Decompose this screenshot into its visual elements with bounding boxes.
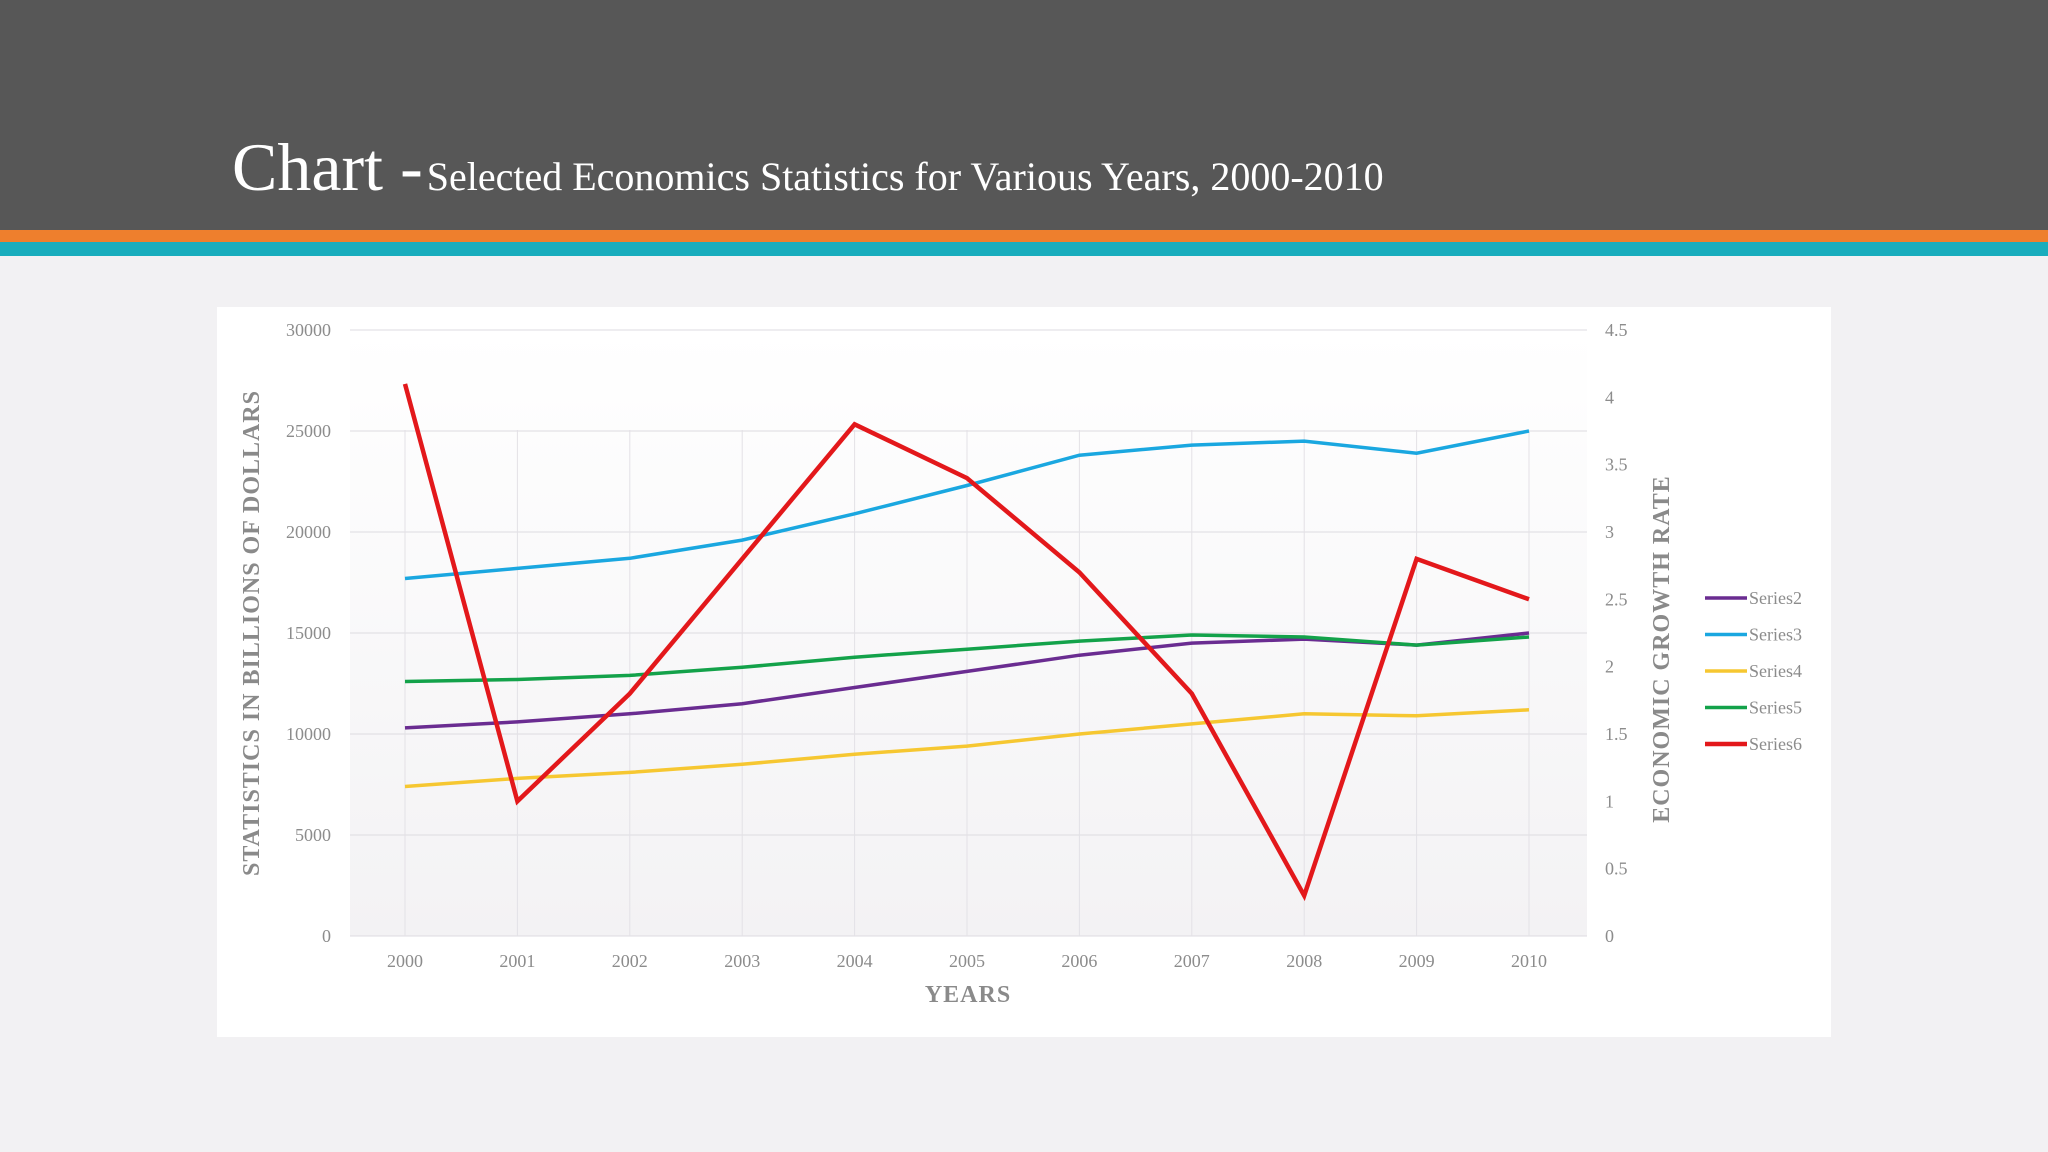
- y2-tick-label: 1: [1605, 791, 1614, 811]
- series-lines: [402, 383, 1530, 902]
- chart-panel: 0 5000 10000 15000 20000 25000 30000 2000 2001 20…: [217, 307, 1831, 1037]
- series-line-series4: [404, 708, 1530, 789]
- x-tick-label: 2006: [1061, 951, 1097, 971]
- y2-tick-label: 4.5: [1605, 320, 1628, 340]
- x-tick-label: 2003: [724, 951, 760, 971]
- x-tick-label: 2002: [612, 951, 648, 971]
- teal-stripe: [0, 242, 2048, 256]
- x-tick-label: 2005: [949, 951, 985, 971]
- slide-title: Chart - Selected Economics Statistics fo…: [232, 128, 1384, 207]
- legend-label: Series3: [1749, 625, 1802, 645]
- x-tick-label: 2008: [1286, 951, 1322, 971]
- y2-axis-title: ECONOMIC GROWTH RATE: [1649, 475, 1675, 823]
- y2-tick-label: 0: [1605, 926, 1614, 946]
- legend-label: Series2: [1749, 588, 1802, 608]
- y-axis-title: STATISTICS IN BILLIONS OF DOLLARS: [239, 390, 265, 876]
- y2-tick-label: 3: [1605, 522, 1614, 542]
- x-tick-label: 2007: [1174, 951, 1210, 971]
- x-tick-label: 2009: [1399, 951, 1435, 971]
- y-tick-label: 0: [322, 926, 331, 946]
- series-line-series6: [402, 383, 1530, 902]
- y-tick-label: 10000: [286, 724, 331, 744]
- x-tick-label: 2010: [1511, 951, 1547, 971]
- x-axis-title: YEARS: [925, 982, 1011, 1008]
- legend-label: Series5: [1749, 698, 1802, 718]
- legend-label: Series4: [1749, 661, 1802, 681]
- x-tick-label: 2000: [387, 951, 423, 971]
- y-tick-label: 15000: [286, 623, 331, 643]
- y2-tick-label: 3.5: [1605, 455, 1628, 475]
- y-tick-label: 5000: [295, 825, 331, 845]
- y2-tick-label: 4: [1605, 387, 1614, 407]
- legend-label: Series6: [1749, 734, 1802, 754]
- x-tick-label: 2004: [837, 951, 873, 971]
- legend: Series2 Series3 Series4 Series5 Series6: [1705, 588, 1802, 754]
- title-bar: [0, 0, 2048, 230]
- series-line-series3: [404, 429, 1530, 581]
- orange-stripe: [0, 230, 2048, 242]
- y2-tick-label: 2.5: [1605, 589, 1628, 609]
- y2-tick-label: 2: [1605, 657, 1614, 677]
- y-tick-label: 25000: [286, 421, 331, 441]
- series-line-series5: [404, 633, 1530, 684]
- grid: [350, 329, 1587, 937]
- y2-tick-label: 0.5: [1605, 859, 1628, 879]
- slide-title-sub: Selected Economics Statistics for Variou…: [426, 154, 1384, 199]
- y-tick-label: 30000: [286, 320, 331, 340]
- x-tick-label: 2001: [499, 951, 535, 971]
- y-tick-label: 20000: [286, 522, 331, 542]
- y2-tick-label: 1.5: [1605, 724, 1628, 744]
- slide-title-main: Chart -: [232, 129, 423, 205]
